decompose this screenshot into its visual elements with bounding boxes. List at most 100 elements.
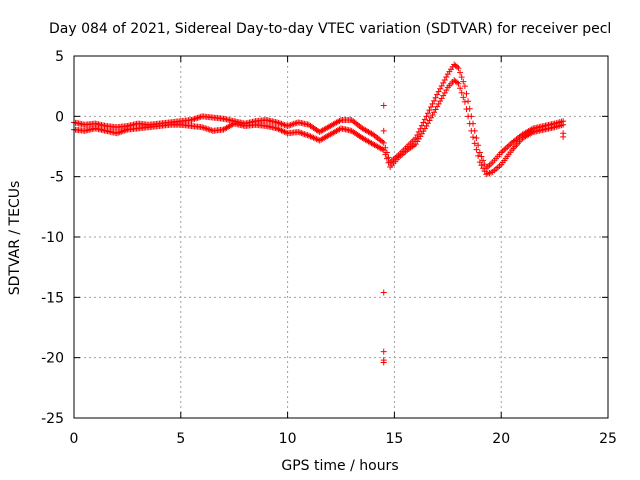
data-point: [295, 129, 302, 136]
data-point: [287, 121, 294, 128]
data-point: [301, 131, 308, 138]
outlier-point: [560, 133, 567, 140]
data-point: [292, 120, 299, 127]
data-point: [476, 159, 483, 166]
data-point: [458, 74, 465, 81]
data-point: [475, 152, 482, 159]
data-point: [290, 120, 297, 127]
data-point: [276, 120, 283, 127]
data-point: [190, 116, 197, 123]
data-points: [71, 61, 567, 366]
data-point: [457, 85, 464, 92]
data-point: [383, 155, 390, 162]
data-point: [502, 145, 509, 152]
y-tick-label: 5: [55, 49, 64, 65]
y-tick-label: -15: [41, 290, 64, 306]
data-point: [193, 115, 200, 122]
data-point: [499, 148, 506, 155]
data-point: [438, 82, 445, 89]
data-point: [380, 147, 387, 154]
data-point: [478, 153, 485, 160]
data-point: [505, 142, 512, 149]
data-point: [118, 128, 125, 135]
y-tick-label: -20: [41, 351, 64, 367]
data-point: [478, 162, 485, 169]
data-point: [560, 121, 567, 128]
data-point: [480, 165, 487, 172]
data-point: [119, 128, 126, 135]
data-point: [113, 130, 120, 137]
outlier-point: [380, 102, 387, 109]
data-point: [441, 76, 448, 83]
x-tick-label: 15: [385, 431, 403, 447]
data-point: [412, 135, 419, 142]
chart-title: Day 084 of 2021, Sidereal Day-to-day VTE…: [49, 21, 611, 37]
data-point: [298, 130, 305, 137]
data-point: [473, 146, 480, 153]
outlier-point: [380, 348, 387, 355]
data-point: [457, 69, 464, 76]
outlier-point: [380, 359, 387, 366]
data-point: [206, 126, 213, 133]
data-point: [460, 94, 467, 101]
data-point: [203, 125, 210, 132]
data-point: [115, 129, 122, 136]
y-tick-label: -5: [50, 170, 64, 186]
data-point: [426, 117, 433, 124]
data-point: [463, 90, 470, 97]
data-point: [284, 122, 291, 129]
y-tick-label: -25: [41, 411, 64, 427]
data-point: [471, 140, 478, 147]
data-point: [280, 121, 287, 128]
data-point: [473, 135, 480, 142]
data-point: [481, 168, 488, 175]
data-point: [434, 103, 441, 110]
data-point: [382, 151, 389, 158]
data-point: [428, 104, 435, 111]
data-point: [429, 100, 436, 107]
x-tick-label: 10: [279, 431, 297, 447]
outlier-point: [380, 127, 387, 134]
data-point: [438, 95, 445, 102]
data-point: [296, 129, 303, 136]
y-axis-label: SDTVAR / TECUs: [7, 181, 23, 296]
data-point: [202, 125, 209, 132]
data-point: [122, 127, 129, 134]
data-point: [423, 113, 430, 120]
data-point: [465, 98, 472, 105]
data-point: [380, 139, 387, 146]
y-tick-label: -10: [41, 230, 64, 246]
data-point: [437, 98, 444, 105]
data-point: [435, 100, 442, 107]
data-point: [461, 83, 468, 90]
data-point: [200, 124, 207, 131]
data-point: [460, 78, 467, 85]
outlier-point: [380, 289, 387, 296]
data-point: [435, 88, 442, 95]
data-point: [465, 113, 472, 120]
data-point: [470, 134, 477, 141]
data-point: [441, 89, 448, 96]
data-point: [480, 157, 487, 164]
data-point: [461, 98, 468, 105]
data-point: [385, 159, 392, 166]
data-point: [443, 74, 450, 81]
data-point: [455, 65, 462, 72]
x-tick-label: 25: [599, 431, 617, 447]
data-point: [440, 79, 447, 86]
x-tick-label: 20: [492, 431, 510, 447]
data-point: [501, 146, 508, 153]
data-point: [194, 114, 201, 121]
data-point: [289, 121, 296, 128]
data-point: [116, 129, 123, 136]
data-point: [454, 79, 461, 86]
data-point: [468, 127, 475, 134]
data-point: [440, 92, 447, 99]
data-point: [415, 128, 422, 135]
data-point: [424, 110, 431, 117]
data-point: [414, 131, 421, 138]
data-point: [278, 120, 285, 127]
data-point: [434, 91, 441, 98]
data-point: [199, 124, 206, 131]
